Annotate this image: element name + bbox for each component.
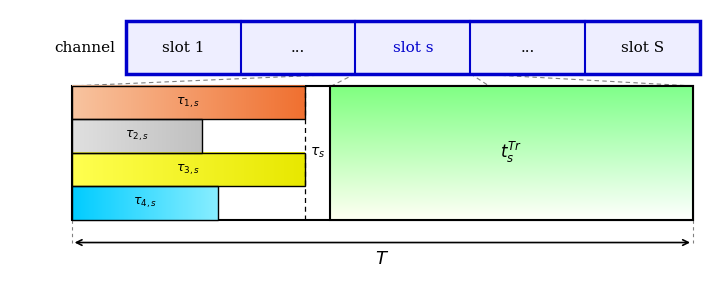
Bar	[72, 153, 304, 186]
Text: ...: ...	[291, 41, 305, 55]
Text: slot 1: slot 1	[162, 41, 205, 55]
Text: $t_s^{Tr}$: $t_s^{Tr}$	[500, 140, 522, 165]
Bar	[330, 86, 693, 220]
Bar	[72, 186, 218, 220]
Text: channel: channel	[54, 41, 115, 55]
Text: slot S: slot S	[621, 41, 664, 55]
Text: slot s: slot s	[393, 41, 433, 55]
Bar	[72, 119, 202, 153]
Text: ...: ...	[521, 41, 535, 55]
Text: $\tau_{3,s}$: $\tau_{3,s}$	[177, 162, 200, 177]
Text: $\tau_{2,s}$: $\tau_{2,s}$	[125, 129, 149, 143]
Bar	[126, 21, 700, 74]
Bar	[72, 86, 693, 220]
Text: $\tau_{4,s}$: $\tau_{4,s}$	[133, 196, 157, 210]
Bar	[72, 86, 304, 119]
Text: $T$: $T$	[376, 250, 389, 268]
Text: $\tau_{1,s}$: $\tau_{1,s}$	[177, 95, 200, 110]
Text: $\tau_s$: $\tau_s$	[309, 146, 325, 160]
